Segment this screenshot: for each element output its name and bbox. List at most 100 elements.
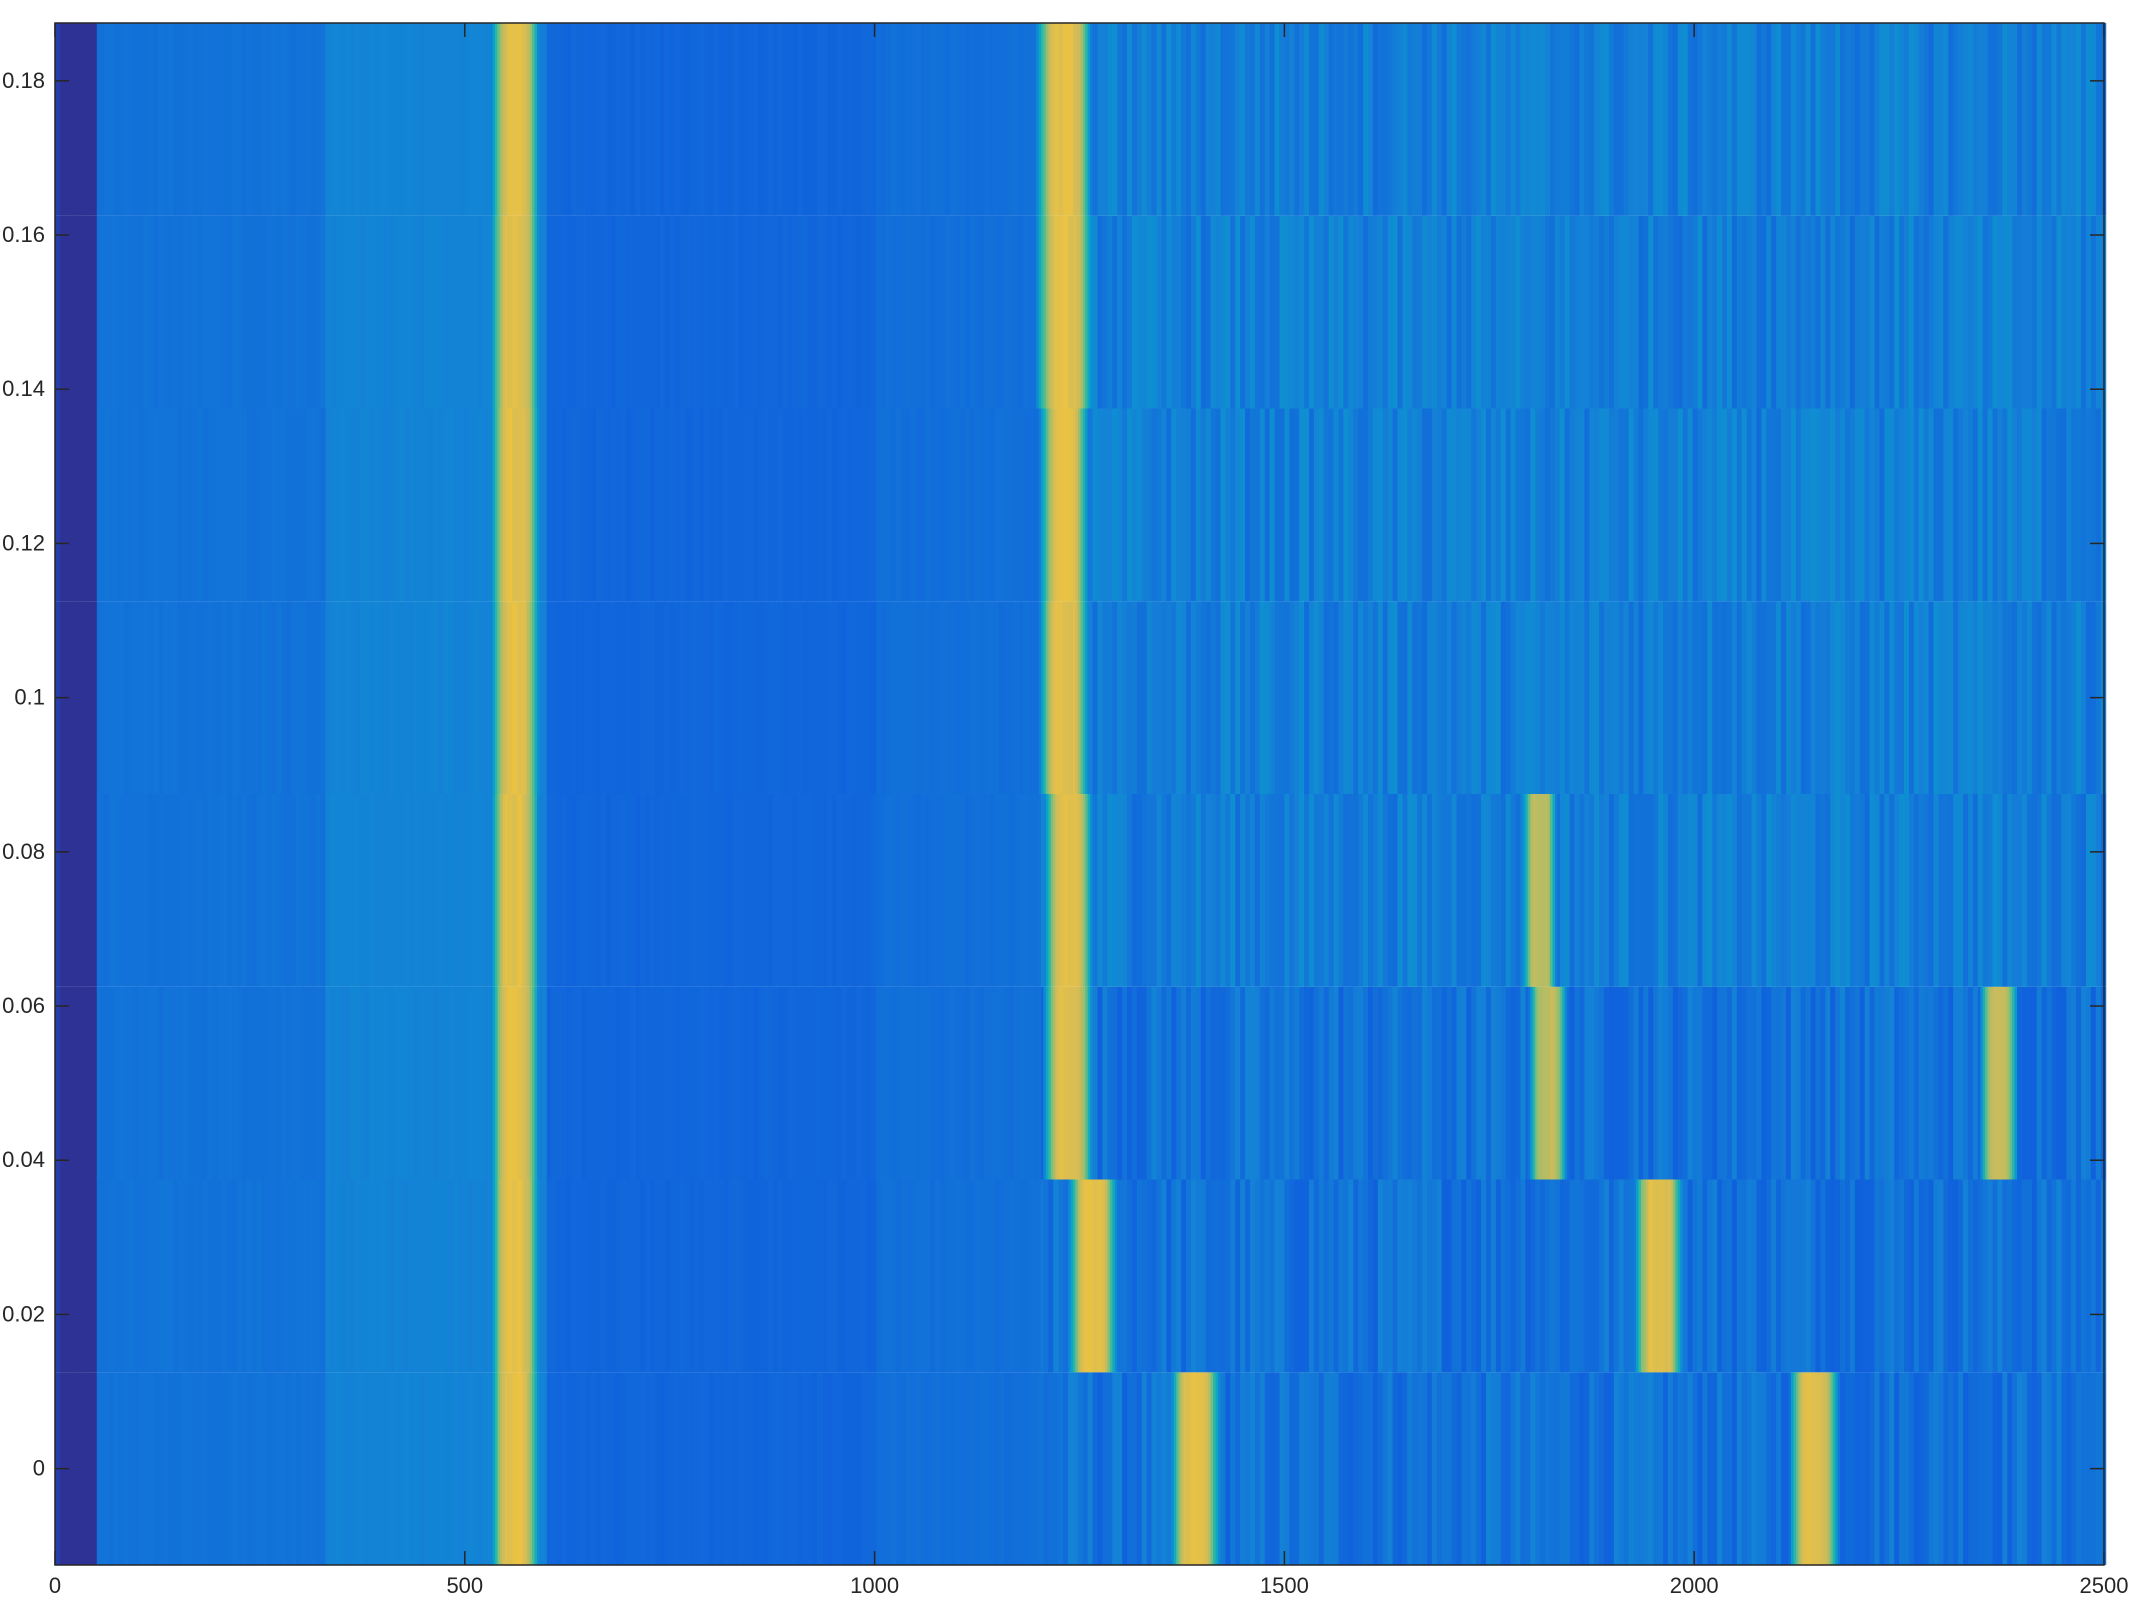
heatmap-cell xyxy=(918,408,922,602)
heatmap-cell xyxy=(999,986,1003,1180)
heatmap-cell xyxy=(763,1179,767,1373)
heatmap-cell xyxy=(1658,1179,1662,1373)
heatmap-cell xyxy=(873,1372,877,1565)
heatmap-cell xyxy=(436,1372,440,1565)
heatmap-cell xyxy=(576,1372,580,1565)
heatmap-cell xyxy=(849,408,853,602)
heatmap-cell xyxy=(637,601,641,794)
heatmap-cell xyxy=(701,1179,705,1373)
heatmap-cell xyxy=(1038,1372,1042,1565)
heatmap-cell xyxy=(871,1179,875,1373)
heatmap-cell xyxy=(1795,408,1799,602)
heatmap-cell xyxy=(1994,408,1999,602)
heatmap-cell xyxy=(477,408,481,602)
heatmap-cell xyxy=(568,794,572,987)
heatmap-cell xyxy=(2004,986,2008,1180)
heatmap-cell xyxy=(1923,1372,1927,1565)
heatmap-cell xyxy=(2034,986,2038,1180)
heatmap-cell xyxy=(1099,794,1104,987)
heatmap-cell xyxy=(1640,601,1644,794)
heatmap-cell xyxy=(1899,986,1903,1180)
heatmap-cell xyxy=(473,1179,477,1373)
heatmap-cell xyxy=(1139,986,1143,1180)
heatmap-cell xyxy=(1016,601,1020,794)
heatmap-cell xyxy=(1458,794,1463,987)
heatmap-cell xyxy=(1970,986,1974,1180)
heatmap-cell xyxy=(1965,1372,1969,1565)
heatmap-cell xyxy=(69,601,73,794)
heatmap-cell xyxy=(822,1372,826,1565)
heatmap-cell xyxy=(1931,1179,1935,1373)
heatmap-cell xyxy=(1756,794,1760,987)
heatmap-cell xyxy=(851,408,855,602)
heatmap-cell xyxy=(1291,1372,1295,1565)
heatmap-cell xyxy=(347,794,351,987)
heatmap-cell xyxy=(241,408,245,602)
heatmap-cell xyxy=(1318,601,1322,794)
heatmap-cell xyxy=(979,1179,983,1373)
heatmap-cell xyxy=(1124,601,1128,794)
heatmap-cell xyxy=(544,601,548,794)
heatmap-cell xyxy=(952,1179,956,1373)
heatmap-cell xyxy=(1847,1179,1851,1373)
heatmap-cell xyxy=(1404,1179,1408,1373)
heatmap-cell xyxy=(1805,1372,1809,1565)
heatmap-cell xyxy=(1220,794,1224,987)
heatmap-cell xyxy=(1645,408,1649,602)
heatmap-cell xyxy=(173,794,177,987)
heatmap-cell xyxy=(895,794,899,987)
heatmap-cell xyxy=(1766,986,1770,1180)
heatmap-cell xyxy=(1358,986,1362,1180)
heatmap-cell xyxy=(1827,794,1831,987)
heatmap-cell xyxy=(1591,1179,1595,1373)
heatmap-cell xyxy=(1225,1372,1229,1565)
heatmap-cell xyxy=(544,986,548,1180)
heatmap-cell xyxy=(745,408,749,602)
heatmap-cell xyxy=(266,601,270,794)
heatmap-cell xyxy=(418,1372,422,1565)
heatmap-cell xyxy=(325,794,329,987)
heatmap-cell xyxy=(1990,794,1994,987)
heatmap-cell xyxy=(1058,408,1062,602)
heatmap-cell xyxy=(787,1372,791,1565)
heatmap-cell xyxy=(1540,794,1544,987)
heatmap-cell xyxy=(153,1179,157,1373)
heatmap-cell xyxy=(1918,794,1922,987)
heatmap-cell xyxy=(1940,601,1944,794)
heatmap-cell xyxy=(1156,794,1160,987)
heatmap-cell xyxy=(1987,794,1991,987)
heatmap-cell xyxy=(180,986,184,1180)
heatmap-cell xyxy=(1252,1372,1256,1565)
heatmap-cell xyxy=(1333,794,1337,987)
heatmap-cell xyxy=(1943,408,1947,602)
heatmap-cell xyxy=(846,794,850,987)
heatmap-cell xyxy=(2063,601,2067,794)
heatmap-cell xyxy=(849,1372,853,1565)
heatmap-cell xyxy=(1161,408,1165,602)
heatmap-cell xyxy=(101,1179,105,1373)
heatmap-cell xyxy=(1517,601,1522,794)
heatmap-cell xyxy=(2029,1179,2033,1373)
heatmap-cell xyxy=(1321,1179,1325,1373)
heatmap-cell xyxy=(468,1179,472,1373)
heatmap-cell xyxy=(1031,794,1035,987)
heatmap-cell xyxy=(1333,1179,1337,1373)
heatmap-cell xyxy=(1264,986,1268,1180)
heatmap-cell xyxy=(1023,794,1027,987)
heatmap-cell xyxy=(1318,794,1322,987)
heatmap-cell xyxy=(1161,1372,1165,1565)
heatmap-cell xyxy=(133,1179,137,1373)
heatmap-cell xyxy=(89,408,93,602)
heatmap-cell xyxy=(1461,1372,1465,1565)
heatmap-cell xyxy=(967,408,971,602)
heatmap-cell xyxy=(1663,1372,1667,1565)
heatmap-cell xyxy=(1682,986,1686,1180)
heatmap-cell xyxy=(741,408,745,602)
heatmap-cell xyxy=(1331,408,1335,602)
heatmap-cell xyxy=(694,794,698,987)
heatmap-cell xyxy=(209,1372,213,1565)
heatmap-cell xyxy=(1926,1372,1930,1565)
heatmap-cell xyxy=(910,986,914,1180)
heatmap-cell xyxy=(1481,408,1485,602)
heatmap-cell xyxy=(932,794,936,987)
